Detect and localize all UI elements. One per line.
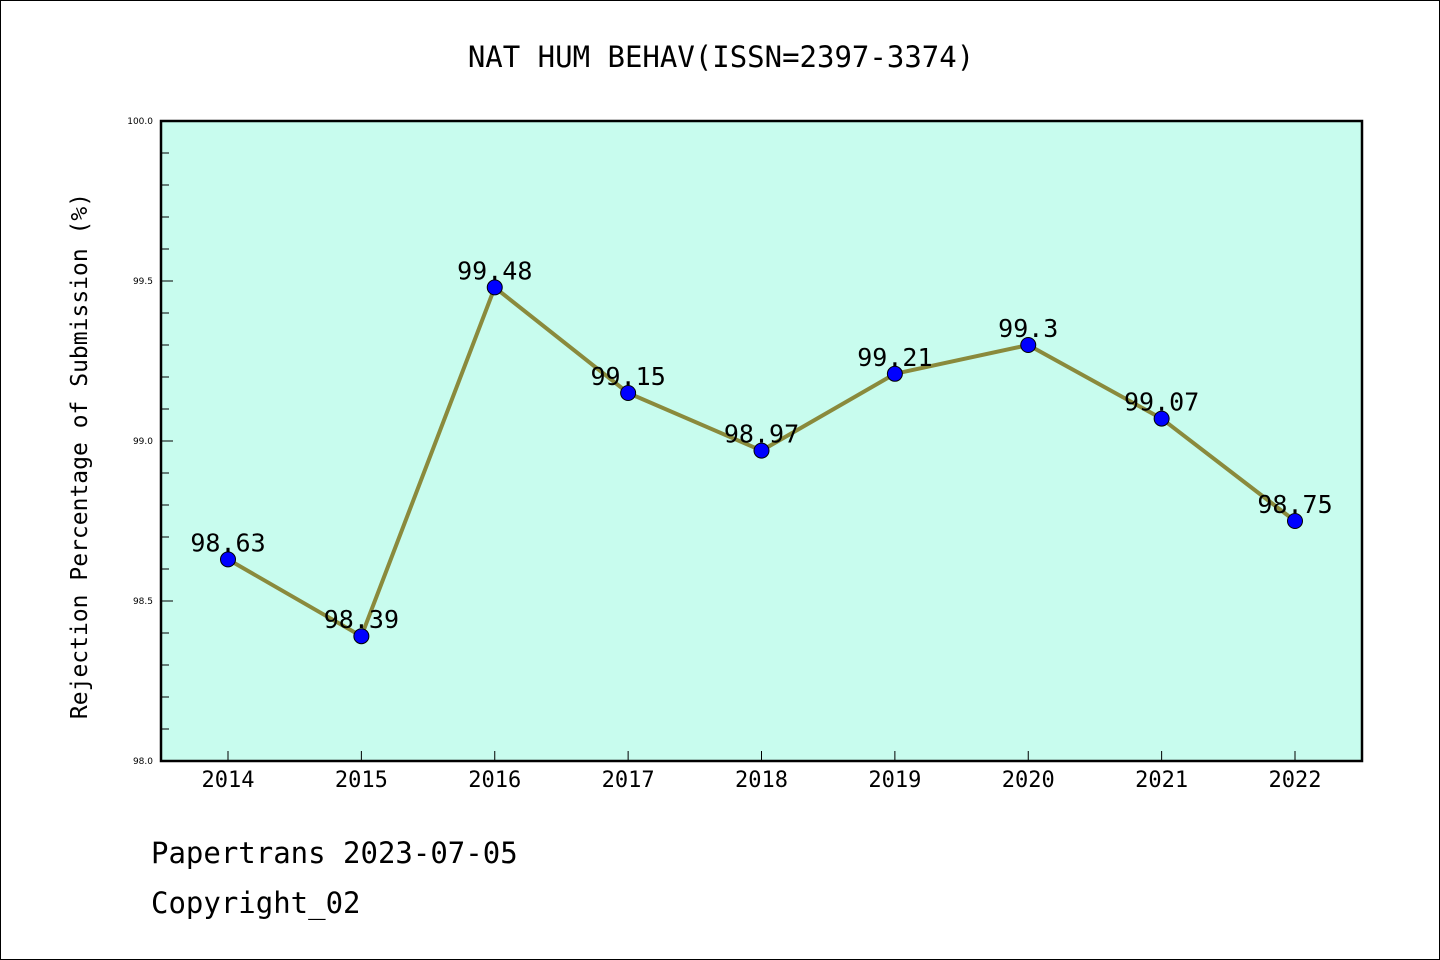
y-tick-label: 100.0: [127, 117, 153, 127]
footer-date: Papertrans 2023-07-05: [151, 836, 518, 870]
data-point-marker: [1287, 513, 1303, 529]
y-tick-label: 98.5: [133, 597, 153, 607]
plot-area: [161, 121, 1362, 761]
data-labels: 98.63 98.39 99.48 99.15 98.97 99.21 99.3 99.07 9…: [190, 256, 1332, 634]
y-axis-label: Rejection Percentage of Submission (%): [67, 193, 93, 719]
x-tick-label: 2019: [868, 768, 921, 793]
data-point-marker: [486, 279, 503, 296]
x-tick-label: 2018: [735, 768, 788, 793]
data-point-marker: [220, 551, 236, 568]
x-tick-label: 2021: [1135, 768, 1188, 793]
footer-copyright: Copyright_02: [151, 886, 361, 920]
data-point-marker: [353, 628, 370, 645]
y-tick-label: 99.0: [133, 437, 153, 447]
data-point-marker: [620, 385, 637, 401]
plot-frame: [159, 119, 1364, 763]
x-tick-label: 2017: [602, 768, 655, 793]
y-tick-label: 98.0: [133, 757, 153, 767]
x-axis: 2014 2015 2016 2017 2018 2019 2020 2021 2022: [202, 751, 1322, 793]
data-point-marker: [1020, 337, 1037, 353]
x-tick-label: 2015: [335, 768, 388, 793]
data-label: 99.48: [457, 256, 532, 285]
x-tick-label: 2020: [1002, 768, 1055, 793]
data-label: 98.97: [724, 420, 799, 449]
data-point-marker: [753, 442, 770, 459]
x-tick-label: 2022: [1269, 768, 1322, 793]
data-label: 99.21: [857, 343, 932, 372]
data-label: 99.15: [590, 362, 665, 391]
data-series: [220, 279, 1303, 645]
data-label: 98.75: [1257, 490, 1332, 519]
data-label: 98.63: [190, 528, 265, 557]
y-tick-label: 99.5: [133, 277, 153, 287]
data-point-marker: [886, 365, 903, 382]
x-tick-label: 2014: [202, 768, 255, 793]
data-label: 99.3: [998, 314, 1058, 343]
x-tick-label: 2016: [468, 768, 521, 793]
data-label: 98.39: [324, 605, 399, 634]
chart-title: NAT HUM BEHAV(ISSN=2397-3374): [468, 40, 974, 74]
data-point-marker: [1153, 410, 1170, 427]
data-label: 99.07: [1124, 388, 1199, 417]
